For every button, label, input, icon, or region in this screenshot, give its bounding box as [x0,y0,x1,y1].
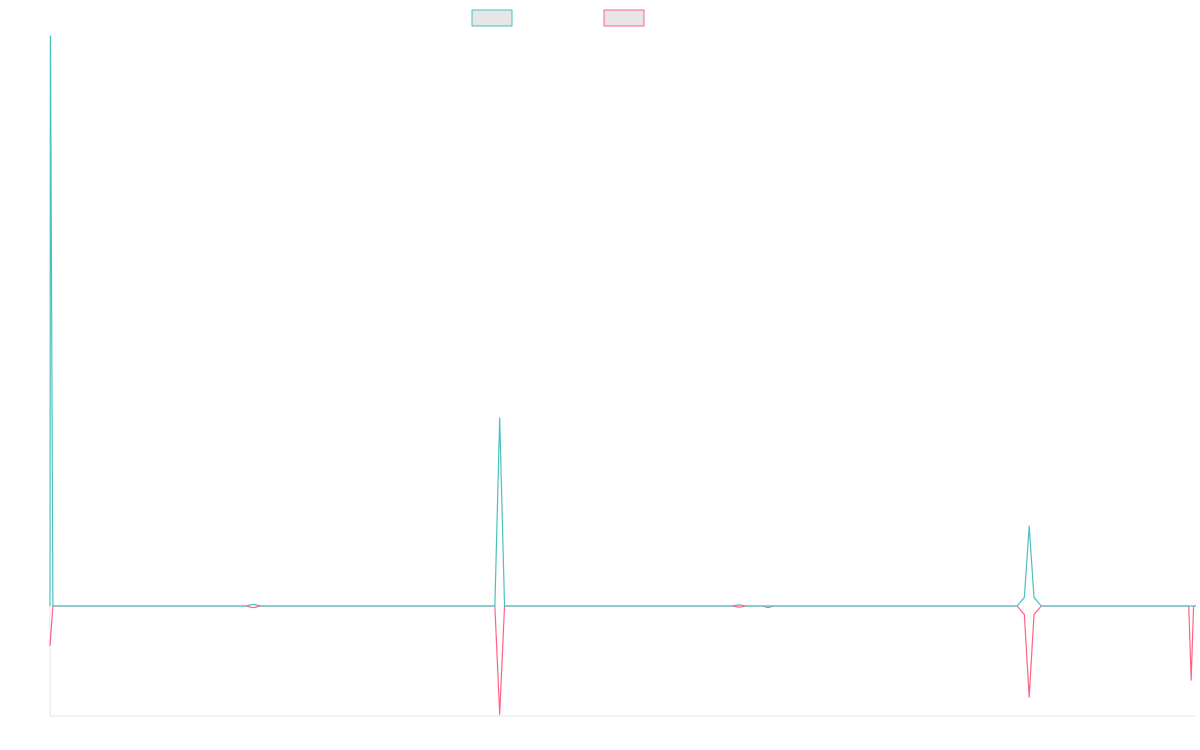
legend [471,9,645,27]
legend-swatch-series-2[interactable] [603,9,645,27]
series-line-teal [49,35,1196,607]
series-layer [49,35,1196,715]
series-line-pink [49,605,1196,715]
plot-area [49,35,1196,717]
legend-swatch-series-1[interactable] [471,9,513,27]
